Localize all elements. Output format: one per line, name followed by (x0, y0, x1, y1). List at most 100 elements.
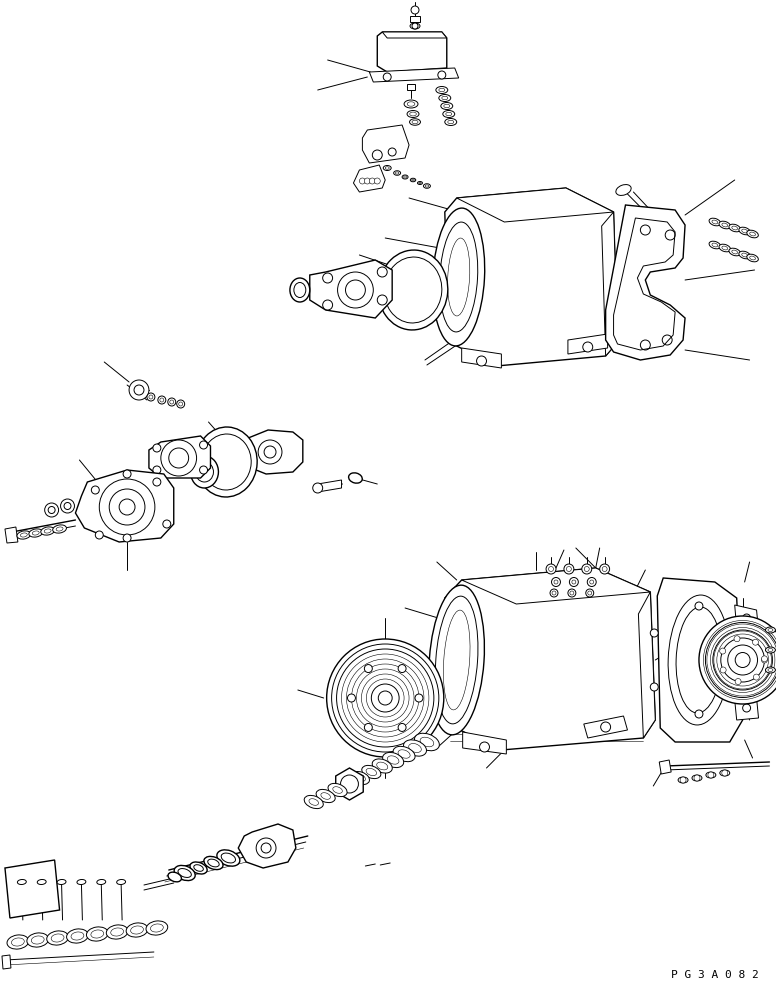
Ellipse shape (747, 230, 759, 238)
Polygon shape (735, 698, 759, 720)
Circle shape (158, 396, 166, 404)
Circle shape (364, 723, 372, 731)
Circle shape (179, 402, 183, 406)
Polygon shape (75, 470, 174, 542)
Ellipse shape (404, 100, 418, 108)
Ellipse shape (411, 179, 414, 181)
Ellipse shape (349, 473, 362, 484)
Ellipse shape (414, 733, 439, 750)
Circle shape (584, 566, 590, 571)
Circle shape (548, 566, 554, 571)
Circle shape (572, 580, 576, 584)
Ellipse shape (747, 254, 759, 262)
Ellipse shape (616, 185, 631, 196)
Circle shape (719, 648, 726, 654)
Ellipse shape (448, 120, 454, 124)
Circle shape (694, 775, 700, 781)
Circle shape (258, 440, 282, 464)
Ellipse shape (328, 783, 347, 796)
Ellipse shape (91, 930, 104, 938)
Circle shape (662, 335, 673, 345)
Circle shape (680, 777, 686, 783)
Circle shape (640, 340, 651, 350)
Ellipse shape (712, 243, 718, 247)
Polygon shape (2, 955, 11, 969)
Polygon shape (353, 165, 386, 192)
Circle shape (388, 148, 396, 156)
Ellipse shape (387, 756, 399, 764)
Circle shape (582, 564, 592, 574)
Circle shape (149, 395, 153, 399)
Ellipse shape (150, 924, 163, 932)
Ellipse shape (739, 251, 751, 259)
Ellipse shape (71, 932, 84, 940)
Polygon shape (659, 760, 671, 774)
Polygon shape (377, 32, 447, 72)
Polygon shape (5, 527, 18, 543)
Ellipse shape (739, 227, 751, 235)
Circle shape (479, 742, 490, 752)
Ellipse shape (445, 119, 457, 126)
Ellipse shape (429, 585, 484, 735)
Ellipse shape (418, 182, 421, 184)
Ellipse shape (410, 23, 420, 29)
Circle shape (338, 272, 373, 308)
Ellipse shape (678, 777, 688, 783)
Polygon shape (445, 188, 618, 366)
Ellipse shape (442, 96, 448, 100)
Polygon shape (362, 125, 409, 163)
Circle shape (552, 591, 556, 595)
Circle shape (398, 664, 406, 672)
Ellipse shape (196, 427, 257, 497)
Circle shape (170, 400, 174, 404)
Circle shape (119, 499, 135, 515)
Ellipse shape (31, 936, 44, 944)
Circle shape (600, 564, 610, 574)
Ellipse shape (333, 786, 343, 793)
Circle shape (735, 678, 741, 684)
Circle shape (722, 770, 728, 776)
Circle shape (586, 589, 594, 597)
Circle shape (369, 178, 375, 184)
Ellipse shape (425, 185, 429, 187)
Ellipse shape (713, 630, 773, 690)
Circle shape (383, 73, 391, 81)
Ellipse shape (87, 927, 108, 941)
Polygon shape (463, 732, 507, 754)
Ellipse shape (7, 935, 29, 949)
Ellipse shape (719, 244, 730, 252)
Ellipse shape (446, 112, 452, 116)
Polygon shape (369, 68, 459, 82)
Circle shape (123, 534, 131, 542)
Ellipse shape (750, 256, 755, 260)
Circle shape (708, 772, 714, 778)
Circle shape (168, 398, 176, 406)
Ellipse shape (439, 222, 478, 332)
Ellipse shape (56, 526, 63, 531)
Ellipse shape (407, 111, 419, 118)
Polygon shape (5, 860, 59, 918)
Ellipse shape (750, 232, 755, 236)
Ellipse shape (327, 639, 444, 757)
Ellipse shape (721, 638, 765, 682)
Ellipse shape (436, 87, 448, 94)
Ellipse shape (383, 166, 391, 171)
Ellipse shape (52, 524, 66, 533)
Ellipse shape (362, 765, 381, 778)
Ellipse shape (722, 246, 728, 250)
Circle shape (762, 657, 767, 663)
Circle shape (583, 342, 593, 352)
Ellipse shape (126, 923, 148, 937)
Ellipse shape (766, 647, 776, 653)
Polygon shape (461, 568, 651, 604)
Ellipse shape (404, 740, 426, 756)
Circle shape (323, 300, 332, 310)
Polygon shape (657, 578, 743, 742)
Ellipse shape (719, 221, 730, 229)
Ellipse shape (393, 171, 400, 175)
Ellipse shape (409, 743, 421, 752)
Polygon shape (239, 824, 296, 868)
Ellipse shape (432, 208, 485, 346)
Circle shape (109, 489, 145, 525)
Circle shape (375, 178, 380, 184)
